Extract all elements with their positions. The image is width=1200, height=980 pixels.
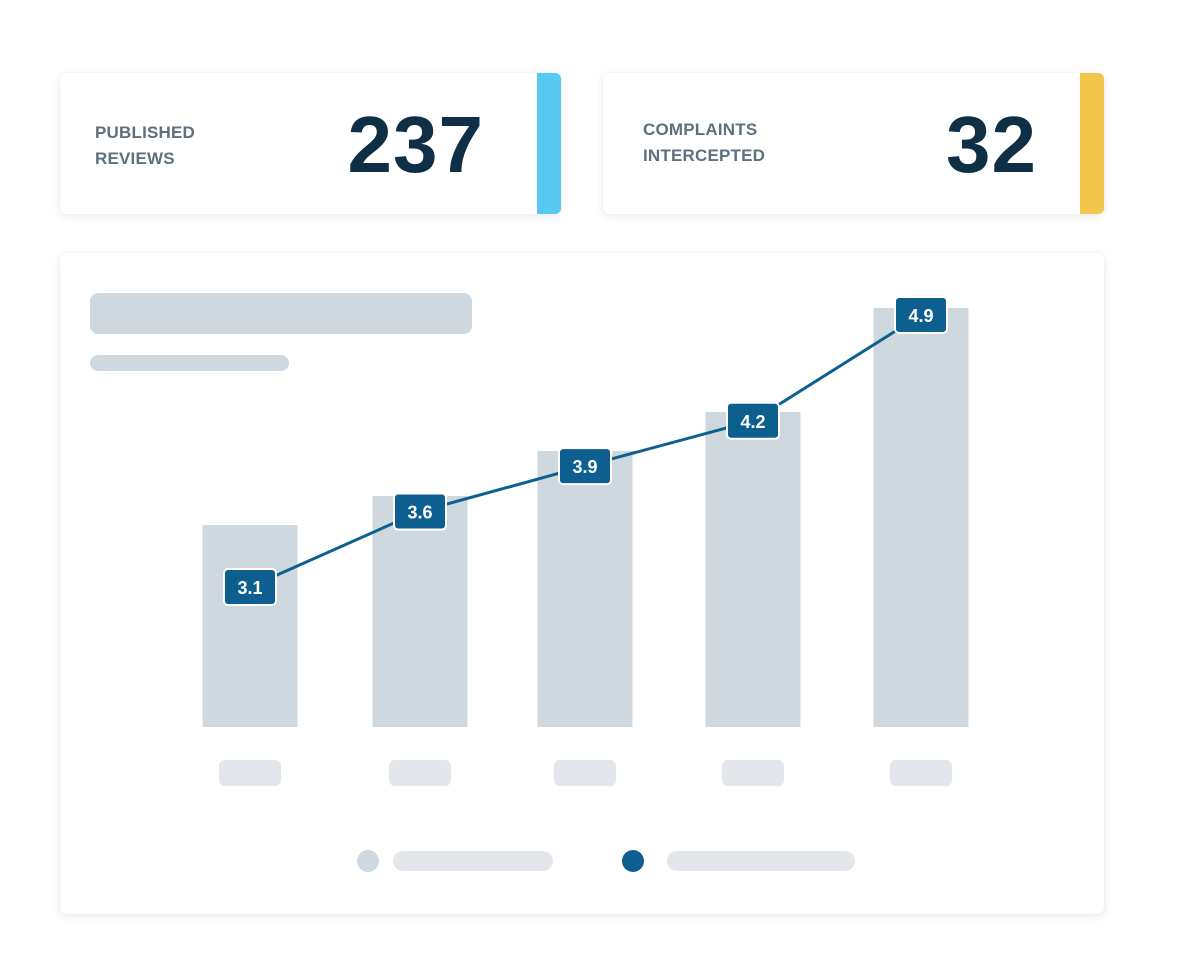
data-label-3: 3.9 — [558, 447, 612, 486]
legend-swatch-bars — [357, 850, 379, 872]
chart-card: 3.1 3.6 3.9 4.2 4.9 — [60, 253, 1104, 914]
complaints-intercepted-label: COMPLAINTS INTERCEPTED — [643, 117, 813, 169]
published-reviews-card: PUBLISHED REVIEWS 237 — [60, 73, 561, 214]
data-label-text-2: 3.6 — [407, 502, 432, 522]
published-reviews-value: 237 — [347, 100, 484, 189]
data-label-bg-5 — [894, 296, 948, 334]
line-layer: 3.1 3.6 3.9 4.2 4.9 — [223, 296, 948, 606]
data-label-1: 3.1 — [223, 568, 277, 606]
data-label-5: 4.9 — [894, 296, 948, 334]
rating-chart: 3.1 3.6 3.9 4.2 4.9 — [90, 293, 969, 872]
legend-label-placeholder-line — [667, 851, 855, 871]
complaints-intercepted-card: COMPLAINTS INTERCEPTED 32 — [603, 73, 1104, 214]
x-tick-label-placeholder-2 — [389, 760, 451, 786]
data-label-2: 3.6 — [393, 492, 447, 531]
bars-layer — [202, 308, 969, 727]
legend — [357, 850, 855, 872]
published-reviews-label-line1: PUBLISHED — [95, 123, 196, 142]
published-reviews-label-line2: REVIEWS — [95, 149, 175, 168]
data-label-bg-1 — [223, 568, 277, 606]
x-axis-labels-layer — [219, 760, 952, 786]
data-label-text-1: 3.1 — [237, 578, 262, 598]
bar-1 — [202, 525, 298, 727]
legend-swatch-line — [622, 850, 644, 872]
data-label-text-3: 3.9 — [572, 457, 597, 477]
data-label-bg-4 — [726, 401, 780, 440]
x-tick-label-placeholder-3 — [554, 760, 616, 786]
data-label-bg-2 — [393, 492, 447, 531]
chart-title-placeholder — [90, 293, 472, 334]
bar-2 — [372, 496, 468, 727]
bar-4 — [705, 412, 801, 727]
x-tick-label-placeholder-1 — [219, 760, 281, 786]
complaints-intercepted-accent-bar — [1080, 73, 1104, 214]
complaints-intercepted-label-line1: COMPLAINTS — [643, 120, 758, 139]
published-reviews-label: PUBLISHED REVIEWS — [95, 120, 265, 172]
complaints-intercepted-value: 32 — [946, 100, 1037, 189]
complaints-intercepted-label-line2: INTERCEPTED — [643, 146, 766, 165]
data-label-4: 4.2 — [726, 401, 780, 440]
data-label-text-5: 4.9 — [908, 306, 933, 326]
legend-label-placeholder-bars — [393, 851, 553, 871]
data-label-text-4: 4.2 — [740, 412, 765, 432]
data-label-bg-3 — [558, 447, 612, 486]
x-tick-label-placeholder-4 — [722, 760, 784, 786]
bar-3 — [537, 451, 633, 727]
x-tick-label-placeholder-5 — [890, 760, 952, 786]
chart-subtitle-placeholder — [90, 355, 289, 371]
bar-5 — [873, 308, 969, 727]
published-reviews-accent-bar — [537, 73, 561, 214]
